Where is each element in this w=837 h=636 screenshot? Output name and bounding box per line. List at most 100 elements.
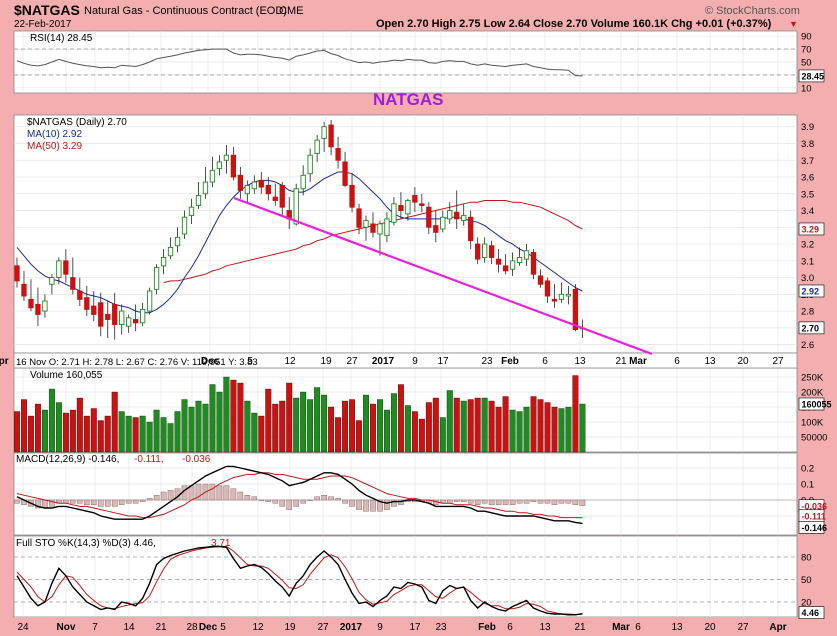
candle-body xyxy=(572,288,579,330)
candle-body xyxy=(370,223,376,233)
macd-histogram-bar xyxy=(49,499,55,507)
x-axis-bottom-label: 7 xyxy=(92,622,98,633)
x-axis-bottom-label: 12 xyxy=(252,622,264,633)
volume-bar xyxy=(565,406,572,453)
candle-body xyxy=(63,260,69,275)
volume-bar xyxy=(111,391,118,453)
x-axis-bottom-label: 9 xyxy=(377,622,383,633)
volume-bar xyxy=(216,391,223,453)
rsi-tick-label: 10 xyxy=(801,83,812,94)
macd-histogram-bar xyxy=(139,499,146,502)
volume-bar xyxy=(356,420,362,453)
candle-body xyxy=(293,188,299,225)
volume-bar xyxy=(34,403,41,453)
volume-bar xyxy=(453,397,460,453)
x-axis-bottom-label: 21 xyxy=(574,622,586,633)
candle-body xyxy=(440,216,446,230)
volume-bar xyxy=(195,400,202,453)
macd-histogram-bar xyxy=(453,499,460,502)
candle-body xyxy=(77,290,83,300)
candle-body xyxy=(468,216,474,242)
volume-bar xyxy=(237,382,244,453)
x-axis-mid-label: Mar xyxy=(629,356,647,367)
macd-histogram-bar xyxy=(272,499,279,504)
candle-body xyxy=(537,275,544,285)
volume-current-tag-box xyxy=(798,397,825,411)
sto-current-tag: 4.46 xyxy=(802,608,820,618)
macd-histogram-bar xyxy=(523,499,530,504)
volume-tick-label: 50000 xyxy=(801,433,827,444)
candle-body xyxy=(174,236,181,247)
candle-body xyxy=(509,260,516,270)
candle-body xyxy=(42,300,48,312)
volume-bar xyxy=(293,397,300,453)
volume-bar xyxy=(272,403,279,453)
macd-histogram-bar xyxy=(502,499,509,506)
x-axis-bottom-label: Feb xyxy=(478,622,496,633)
x-axis-mid-label: 13 xyxy=(704,356,716,367)
x-axis-mid-label: 19 xyxy=(320,356,332,367)
price-panel xyxy=(13,114,798,354)
volume-bar xyxy=(132,417,139,453)
macd-histogram-bar xyxy=(391,499,397,507)
volume-bar xyxy=(363,394,369,453)
x-axis-mid-label: 6 xyxy=(542,356,548,367)
volume-bar xyxy=(342,400,349,453)
macd-legend-c: -0.036 xyxy=(182,454,211,465)
macd-histogram-bar xyxy=(77,499,83,504)
volume-bar xyxy=(502,396,509,453)
ma50-value-tag-box xyxy=(798,222,825,236)
volume-bar xyxy=(411,411,418,453)
candle-body xyxy=(188,206,195,217)
volume-bar xyxy=(279,400,286,453)
macd-histogram-bar xyxy=(153,495,160,501)
macd-histogram-bar xyxy=(516,499,523,504)
volume-bar xyxy=(328,406,335,453)
volume-bar xyxy=(83,415,90,453)
volume-bar xyxy=(153,409,160,453)
macd-histogram-bar xyxy=(83,499,90,506)
volume-bar xyxy=(223,376,230,453)
macd-legend-b: -0.111, xyxy=(134,454,164,465)
macd-histogram-bar xyxy=(258,499,265,501)
macd-histogram-bar xyxy=(579,499,586,506)
price-tick-label: 3.9 xyxy=(801,122,814,133)
x-axis-bottom-label: 20 xyxy=(704,622,716,633)
volume-bar xyxy=(474,397,481,453)
candle-body xyxy=(516,257,523,263)
volume-bar xyxy=(167,423,174,453)
candle-body xyxy=(181,216,188,235)
price-tick-label: 3.2 xyxy=(801,240,814,251)
macd-histogram-bar xyxy=(195,483,202,501)
candle-body xyxy=(391,203,397,223)
candle-body xyxy=(349,184,355,208)
volume-bar xyxy=(55,402,62,453)
macd-histogram-bar xyxy=(544,499,551,504)
sto-current-tag-box xyxy=(798,606,825,619)
volume-bar xyxy=(244,400,251,453)
macd-histogram-bar xyxy=(488,499,495,506)
candle-body xyxy=(551,298,558,302)
volume-bar xyxy=(307,399,314,453)
volume-bar xyxy=(370,403,376,453)
candle-body xyxy=(21,283,27,297)
ma10-value-tag-box xyxy=(798,284,825,298)
sto-tick-label: 80 xyxy=(801,553,812,564)
price-tick-label: 2.8 xyxy=(801,307,814,318)
price-tick-label: 2.6 xyxy=(801,340,814,351)
macd-histogram-bar xyxy=(97,499,104,507)
volume-bar xyxy=(69,409,76,453)
macd-histogram-bar xyxy=(160,491,167,501)
candle-body xyxy=(84,297,90,310)
x-axis-bottom-label: 13 xyxy=(671,622,683,633)
x-axis-bottom-label: Nov xyxy=(57,622,76,633)
quote-arrow-icon: ▼ xyxy=(789,19,798,29)
macd-histogram-bar xyxy=(530,499,537,502)
volume-bar xyxy=(579,403,586,453)
candle-body xyxy=(265,184,271,195)
sto-k-series xyxy=(16,545,583,616)
info-row: 16 Nov O: 2.71 H: 2.78 L: 2.67 C: 2.76 V… xyxy=(16,357,258,368)
x-axis-mid-label: Feb xyxy=(501,356,519,367)
volume-bar xyxy=(377,399,383,453)
candle-body xyxy=(558,293,565,300)
